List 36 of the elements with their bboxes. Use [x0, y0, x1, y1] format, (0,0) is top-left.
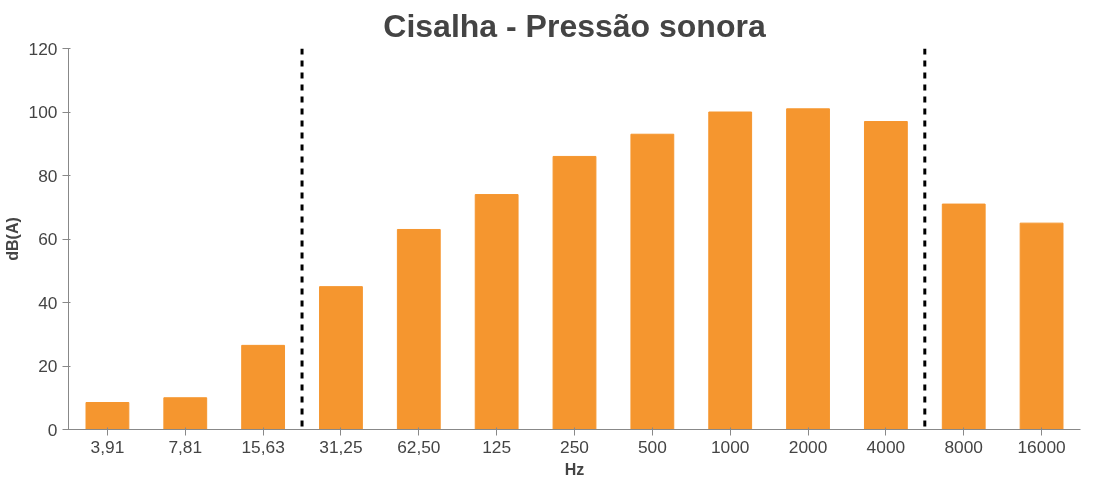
x-tick-label: 8000	[944, 436, 984, 457]
bar	[396, 228, 441, 430]
bar	[630, 133, 675, 430]
bar	[708, 111, 753, 430]
bar	[1019, 222, 1064, 430]
x-tick-label: 4000	[866, 436, 906, 457]
bar	[786, 108, 830, 430]
x-tick-label: 7,81	[168, 436, 203, 457]
bar	[474, 194, 519, 430]
x-tick-label: 16000	[1017, 436, 1066, 457]
bar	[552, 155, 597, 430]
y-axis-title: dB(A)	[3, 217, 21, 261]
x-axis-title: Hz	[564, 460, 585, 478]
bar	[163, 397, 208, 430]
chart-title: Cisalha - Pressão sonora	[383, 7, 766, 44]
y-tick-label: 0	[47, 419, 58, 440]
x-tick-label: 500	[637, 436, 667, 457]
y-tick-label: 100	[28, 102, 58, 122]
x-tick-label: 62,50	[397, 436, 441, 457]
y-tick-label: 20	[38, 356, 58, 376]
bar	[319, 286, 363, 430]
x-tick-label: 3,91	[90, 436, 125, 457]
y-tick-label: 120	[28, 38, 58, 59]
bar	[863, 121, 908, 430]
bar	[241, 344, 286, 430]
x-tick-label: 31,25	[319, 436, 363, 457]
bar	[941, 203, 986, 430]
x-tick-label: 125	[482, 436, 512, 457]
x-tick-label: 1000	[710, 436, 750, 457]
y-tick-label: 40	[38, 292, 58, 313]
x-tick-label: 250	[560, 436, 589, 457]
y-tick-label: 60	[38, 229, 58, 249]
y-tick-label: 80	[38, 165, 58, 186]
x-tick-label: 2000	[788, 436, 828, 457]
bar	[85, 402, 130, 430]
x-tick-label: 15,63	[241, 436, 285, 457]
